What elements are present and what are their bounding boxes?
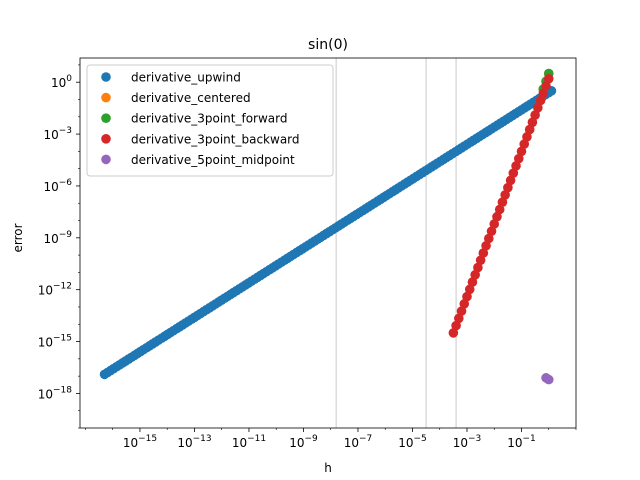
point-derivative_3point_backward [524, 124, 535, 135]
legend-box [86, 64, 334, 177]
chart-title: sin(0) [308, 37, 348, 53]
point-derivative_3point_backward [475, 255, 486, 266]
point-derivative_3point_backward [530, 110, 540, 120]
point-derivative_3point_backward [519, 139, 530, 149]
point-derivative_3point_backward [500, 190, 510, 200]
point-derivative_3point_backward [464, 284, 475, 295]
point-derivative_3point_backward [483, 233, 494, 244]
point-derivative_3point_backward [538, 88, 549, 99]
y-axis-title: error [11, 223, 25, 252]
point-derivative_3point_backward [459, 299, 470, 309]
point-derivative_3point_backward [494, 204, 505, 215]
point-derivative_3point_backward [533, 102, 543, 113]
point-derivative_3point_backward [535, 95, 546, 106]
point-derivative_3point_backward [470, 270, 480, 280]
point-derivative_3point_backward [541, 81, 551, 91]
point-derivative_3point_backward [486, 226, 497, 237]
legend-label-derivative_upwind: derivative_upwind [131, 71, 241, 85]
point-derivative_3point_backward [456, 306, 467, 316]
plot-frame [79, 57, 577, 429]
x-axis-title: h [324, 461, 332, 475]
point-derivative_3point_backward [489, 219, 500, 229]
legend-marker-derivative_5point_midpoint [101, 154, 111, 165]
data-points [99, 68, 557, 385]
point-derivative_3point_backward [492, 211, 502, 222]
legend-label-derivative_3point_backward: derivative_3point_backward [131, 132, 300, 146]
point-derivative_3point_backward [527, 117, 538, 128]
point-derivative_3point_backward [505, 175, 516, 186]
legend-marker-derivative_3point_forward [101, 113, 111, 123]
point-derivative_3point_backward [511, 161, 521, 171]
point-derivative_3point_backward [513, 153, 524, 164]
point-derivative_3point_backward [448, 328, 459, 338]
point-derivative_3point_backward [478, 248, 489, 258]
point-derivative_3point_backward [473, 262, 483, 273]
legend-marker-derivative_3point_backward [101, 134, 111, 144]
point-derivative_3point_backward [497, 197, 508, 207]
legend-label-derivative_3point_forward: derivative_3point_forward [131, 112, 288, 126]
point-derivative_3point_backward [543, 73, 554, 84]
point-derivative_5point_midpoint [543, 374, 554, 385]
legend-label-derivative_5point_midpoint: derivative_5point_midpoint [131, 153, 295, 167]
point-derivative_3point_backward [481, 240, 491, 251]
point-derivative_3point_backward [516, 146, 527, 157]
legend-label-derivative_centered: derivative_centered [131, 91, 251, 105]
legend-marker-derivative_upwind [101, 72, 111, 82]
point-derivative_3point_backward [462, 291, 472, 302]
point-derivative_3point_backward [454, 313, 464, 324]
point-derivative_3point_backward [451, 320, 461, 331]
legend: derivative_upwind derivative_centeredderi… [86, 64, 334, 177]
legend-marker-derivative_centered [101, 92, 111, 103]
point-derivative_3point_backward [522, 132, 532, 142]
point-derivative_3point_backward [508, 168, 519, 178]
vertical-lines [335, 58, 457, 428]
point-derivative_3point_backward [503, 182, 513, 193]
point-derivative_3point_backward [467, 277, 478, 287]
